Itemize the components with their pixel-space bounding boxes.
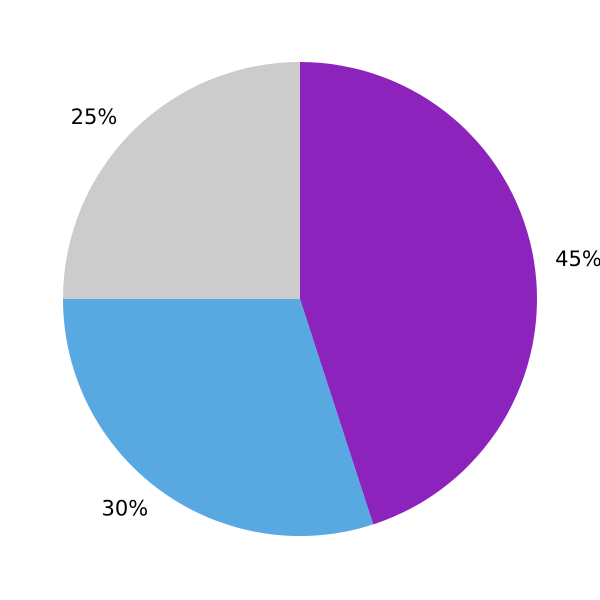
pie-slice-1 xyxy=(63,299,374,537)
pie-slice-2 xyxy=(63,62,300,299)
pie-slice-label-2: 25% xyxy=(71,105,118,129)
pie-slice-label-0: 45% xyxy=(555,247,600,271)
pie-slice-label-1: 30% xyxy=(102,497,149,521)
pie-slice-0 xyxy=(300,62,538,525)
